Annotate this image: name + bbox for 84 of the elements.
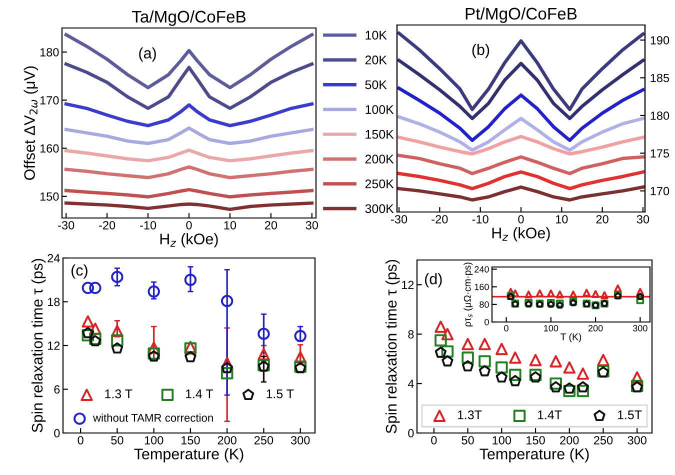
x-tick-label: 20: [264, 221, 278, 230]
legend-label: 1.4T: [538, 410, 562, 420]
legend-label: 250K: [365, 179, 394, 188]
y-tick-label: 160: [40, 144, 59, 153]
x-axis-title: Temperature (K): [134, 448, 244, 462]
x-tick-label: 100: [492, 436, 512, 444]
legend-label: without TAMR correction: [92, 414, 213, 422]
y-axis-title: Spin relaxation time τ (ps): [31, 258, 46, 432]
y-tick-label: 4: [408, 380, 414, 388]
x-tick-label: -30: [391, 215, 408, 224]
x-tick-label: 300: [632, 325, 648, 332]
x-tick-label: 10: [556, 215, 568, 224]
x-tick-label: -10: [472, 215, 488, 224]
y-tick-label: 170: [40, 96, 59, 105]
x-tick-label: 100: [544, 325, 558, 332]
x-tick-label: 0: [186, 221, 192, 230]
annotation: (c): [72, 264, 88, 279]
x-tick-label: 200: [588, 325, 603, 332]
y-tick-label: 240: [474, 266, 489, 273]
y-tick-label: 12: [402, 280, 414, 289]
x-tick-label: 150: [182, 436, 200, 444]
x-tick-label: 250: [594, 436, 613, 444]
x-axis-title: H$_{z}$ (kOe): [160, 233, 218, 248]
y-tick-label: 24: [48, 254, 60, 262]
chart-title: Ta/MgO/CoFeB: [132, 10, 246, 26]
x-tick-label: 10: [224, 221, 236, 230]
legend-label: 1.3 T: [105, 389, 132, 398]
x-tick-label: 0: [504, 325, 508, 332]
chart-title: Pt/MgO/CoFeB: [466, 7, 577, 23]
legend-label: 300K: [365, 204, 394, 214]
x-tick-label: -10: [140, 221, 156, 230]
legend-label: 150K: [366, 130, 394, 139]
x-tick-label: 50: [462, 436, 474, 444]
annotation: (d): [425, 273, 442, 288]
y-tick-label: 150: [40, 192, 59, 201]
y2-tick-label: 190: [650, 36, 670, 44]
legend-label: 1.4 T: [186, 390, 213, 398]
y-tick-label: 0: [54, 429, 60, 438]
y-tick-label: 8: [408, 330, 414, 339]
x-tick-label: -30: [58, 221, 74, 230]
x-tick-label: 20: [596, 215, 608, 224]
y2-tick-label: 180: [650, 112, 670, 120]
x-axis-title: H$_{z}$ (kOe): [492, 227, 550, 242]
y-tick-label: 80: [480, 301, 489, 308]
y-tick-label: 6: [54, 385, 60, 394]
annotation: (a): [139, 47, 156, 62]
x-tick-label: -20: [432, 215, 448, 224]
x-tick-label: 0: [431, 436, 437, 444]
x-tick-label: 50: [111, 436, 124, 444]
legend-label: 100K: [366, 105, 394, 114]
y2-tick-label: 185: [650, 74, 670, 82]
legend-label: 1.5T: [618, 410, 642, 420]
y-axis-title: Spin relaxation time τ (ps): [385, 260, 400, 434]
y-tick-label: 180: [40, 48, 59, 56]
x-tick-label: 0: [518, 215, 524, 224]
x-tick-label: 300: [290, 436, 310, 444]
legend-label: 50K: [365, 80, 387, 90]
x-tick-label: 250: [254, 436, 274, 444]
x-tick-label: 300: [628, 436, 646, 444]
x-tick-label: 0: [78, 436, 84, 444]
y-tick-label: 18: [48, 298, 60, 306]
x-tick-label: 30: [306, 221, 318, 230]
y-tick-label: 0: [408, 429, 414, 438]
legend-label: 20K: [365, 56, 387, 64]
y2-tick-label: 175: [650, 149, 670, 158]
legend-label: 10K: [366, 30, 387, 40]
x-tick-label: 100: [144, 436, 164, 444]
x-tick-label: 30: [636, 215, 650, 224]
y-axis-title: ρτ$_{s}$ (μΩ·cm·ps): [464, 262, 473, 326]
legend-label: 200K: [365, 154, 394, 164]
x-tick-label: 200: [218, 436, 236, 444]
x-tick-label: 200: [560, 436, 579, 444]
x-axis-title: Temperature (K): [480, 448, 589, 462]
y-tick-label: 0: [484, 318, 489, 326]
annotation: (b): [472, 44, 490, 58]
y2-tick-label: 170: [650, 186, 670, 196]
x-axis-title: T (K): [560, 333, 582, 342]
y-axis-title: Offset ΔV$_{2ω}$ (μV): [24, 66, 38, 180]
x-tick-label: -20: [99, 221, 116, 230]
y-tick-label: 160: [474, 284, 489, 290]
y-tick-label: 12: [48, 342, 60, 350]
legend-label: 1.5 T: [266, 390, 294, 398]
legend-label: 1.3T: [458, 410, 482, 420]
x-tick-label: 150: [526, 436, 545, 444]
